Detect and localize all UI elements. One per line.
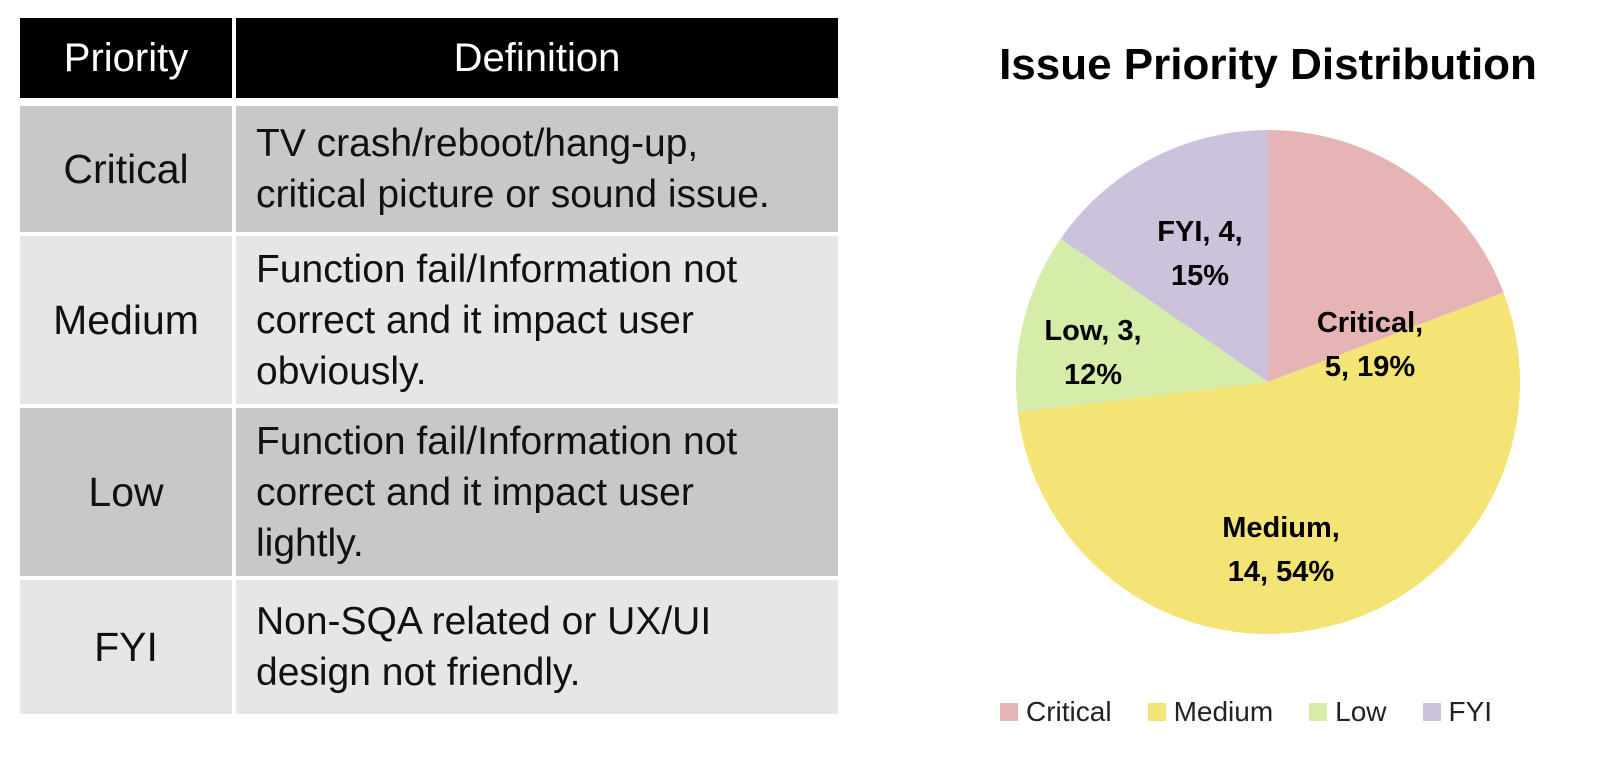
legend-item-medium: Medium <box>1147 696 1274 728</box>
definition-line: Function fail/Information not <box>256 247 738 291</box>
header-definition: Definition <box>236 18 838 106</box>
data-label-medium: Medium, 14, 54% <box>1222 512 1340 588</box>
legend-swatch <box>1000 703 1018 721</box>
definition-cell: Non-SQA related or UX/UI design not frie… <box>236 580 838 714</box>
definition-line: correct and it impact user <box>256 298 694 342</box>
pie-slice-low <box>1016 238 1268 413</box>
pie-chart: Critical, 5, 19% Medium, 14, 54% Low, 3, 12%F… <box>1016 130 1520 634</box>
definition-line: obviously. <box>256 349 427 393</box>
definition-line: Function fail/Information not <box>256 419 738 463</box>
data-label-fyi: FYI, 4, 15% <box>1157 216 1242 292</box>
legend-swatch <box>1309 703 1328 721</box>
legend-swatch <box>1147 703 1166 721</box>
chart-title: Issue Priority Distribution <box>999 40 1537 89</box>
definition-cell: Function fail/Information not correct an… <box>236 236 838 408</box>
chart-legend: Critical Medium Low FYI <box>1000 696 1560 728</box>
priority-cell: Critical <box>20 106 236 236</box>
priority-definition-table: Priority Definition Critical TV crash/re… <box>20 18 838 714</box>
legend-label: Medium <box>1173 696 1274 727</box>
definition-line: Non-SQA related or UX/UI <box>256 600 712 643</box>
legend-item-low: Low <box>1309 696 1387 728</box>
table-row: Low Function fail/Information not correc… <box>20 408 838 580</box>
table-row: FYI Non-SQA related or UX/UI design not … <box>20 580 838 714</box>
definition-line: lightly. <box>256 521 364 565</box>
definition-cell: TV crash/reboot/hang-up, critical pictur… <box>236 106 838 236</box>
priority-cell: FYI <box>20 580 236 714</box>
definition-cell: Function fail/Information not correct an… <box>236 408 838 580</box>
pie-slice-medium <box>1017 292 1520 634</box>
table-row: Critical TV crash/reboot/hang-up, critic… <box>20 106 838 236</box>
priority-cell: Medium <box>20 236 236 408</box>
legend-item-critical: Critical <box>1000 696 1112 728</box>
priority-cell: Low <box>20 408 236 580</box>
data-label-low: Low, 3, 12% <box>1044 315 1141 391</box>
definition-line: critical picture or sound issue. <box>256 173 770 216</box>
legend-swatch <box>1422 703 1441 721</box>
table-row: Medium Function fail/Information not cor… <box>20 236 838 408</box>
data-label-critical: Critical, 5, 19% <box>1317 307 1423 383</box>
legend-item-fyi: FYI <box>1422 696 1493 728</box>
legend-label: FYI <box>1448 696 1493 727</box>
legend-label: Critical <box>1026 696 1112 727</box>
table-header-row: Priority Definition <box>20 18 838 106</box>
definition-line: TV crash/reboot/hang-up, <box>256 122 699 165</box>
pie-slice-critical <box>1268 130 1504 382</box>
header-priority: Priority <box>20 18 236 106</box>
pie-slice-fyi <box>1060 130 1268 382</box>
legend-label: Low <box>1335 696 1387 727</box>
definition-line: design not friendly. <box>256 651 581 694</box>
definition-line: correct and it impact user <box>256 470 694 514</box>
